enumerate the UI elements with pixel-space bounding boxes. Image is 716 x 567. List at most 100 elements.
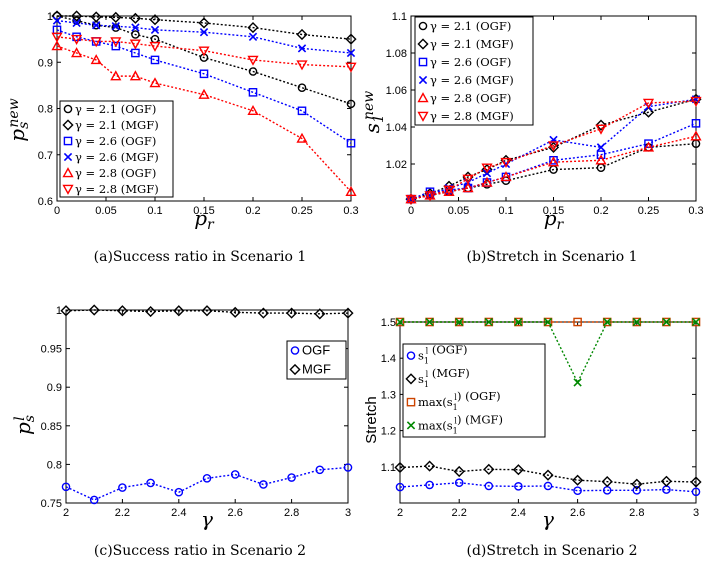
y-tick-label: 1.5 <box>381 317 396 329</box>
series-3 <box>395 317 701 387</box>
chart-panel-a: 0 0.05 0.1 0.15 0.2 0.25 0.3 0.6 0.7 0.8 0.9 1 γ = 2… <box>5 10 359 265</box>
data-point <box>296 28 308 41</box>
data-point <box>230 470 240 479</box>
data-point <box>118 483 127 492</box>
series-5 <box>405 96 702 205</box>
data-point <box>642 98 655 109</box>
legend-label: γ = 2.1 (MGF) <box>75 118 159 132</box>
data-point <box>88 304 100 316</box>
series-line <box>399 465 697 485</box>
data-point <box>405 194 417 205</box>
data-point <box>111 23 121 32</box>
series-line <box>65 466 349 501</box>
y-tick-label: 1.02 <box>386 159 407 171</box>
data-point <box>514 482 523 491</box>
legend-marker <box>289 363 301 376</box>
data-point <box>110 70 122 81</box>
legend-label: γ = 2.8 (MGF) <box>430 109 514 123</box>
series-line <box>410 100 697 200</box>
data-point <box>198 88 210 99</box>
data-point <box>484 481 494 491</box>
legend-marker <box>417 38 429 50</box>
data-point <box>660 475 672 487</box>
series-line <box>410 122 697 200</box>
data-point <box>573 378 582 387</box>
data-point <box>198 17 210 29</box>
chart-panel-c: 2 2.2 2.4 2.6 2.8 3 0.75 0.8 0.85 0.9 0.95 1 OGF MGF p… <box>11 304 354 559</box>
data-point <box>500 157 512 168</box>
data-point <box>201 305 213 317</box>
x-tick-label: 2.4 <box>511 507 526 519</box>
legend-label: max(s1l) (MGF) <box>418 412 503 435</box>
data-point <box>345 33 357 45</box>
data-point <box>462 182 474 193</box>
y-tick-label: 0.75 <box>41 498 62 510</box>
data-point <box>150 55 160 65</box>
figure-caption: (b)Stretch in Scenario 1 <box>467 249 638 265</box>
series-4 <box>51 40 357 196</box>
x-tick-label: 0 <box>54 205 60 217</box>
legend-marker <box>418 75 428 85</box>
data-point <box>145 305 157 318</box>
data-point <box>61 482 71 492</box>
data-point <box>345 185 357 196</box>
data-point <box>484 317 493 327</box>
x-axis-label: pr <box>544 206 565 233</box>
data-point <box>481 176 493 187</box>
legend-marker <box>63 136 73 146</box>
data-point <box>92 21 101 30</box>
y-tick-label: 1 <box>47 11 53 23</box>
legend-marker <box>418 21 428 31</box>
legend-label: MGF <box>302 362 331 377</box>
x-tick-label: 2.2 <box>115 507 130 519</box>
legend-marker <box>290 346 300 355</box>
y-tick-label: 1.3 <box>381 389 396 401</box>
data-point <box>287 473 296 482</box>
data-point <box>395 482 405 492</box>
x-tick-label: 2.6 <box>228 507 243 519</box>
x-tick-label: 0.05 <box>95 205 116 217</box>
series-line <box>399 482 697 493</box>
data-point <box>129 39 141 50</box>
data-point <box>202 473 212 483</box>
data-point <box>111 22 120 31</box>
series-line <box>56 29 352 144</box>
data-point <box>395 317 405 327</box>
data-point <box>229 306 241 318</box>
legend-marker <box>417 92 429 103</box>
x-tick-label: 0.25 <box>291 205 312 217</box>
y-tick-label: 0.8 <box>47 459 62 471</box>
x-tick-label: 0.2 <box>245 205 260 217</box>
y-axis-label: psl <box>11 415 38 435</box>
legend-label: γ = 2.1 (MGF) <box>430 37 514 51</box>
y-tick-label: 0.9 <box>47 382 62 394</box>
data-point <box>547 141 560 152</box>
series-1 <box>60 304 354 320</box>
data-point <box>248 88 258 97</box>
data-point <box>514 317 523 327</box>
x-tick-label: 0.15 <box>193 205 214 217</box>
data-point <box>296 60 308 71</box>
legend-label: γ = 2.8 (MGF) <box>75 182 159 196</box>
data-point <box>595 154 607 165</box>
data-point <box>602 317 612 327</box>
data-point <box>547 156 560 167</box>
data-point <box>297 106 307 116</box>
data-point <box>483 463 495 475</box>
y-tick-label: 1.4 <box>381 353 396 365</box>
series-3 <box>52 16 356 58</box>
x-tick-label: 2 <box>63 507 69 519</box>
data-point <box>345 62 357 73</box>
data-point <box>481 163 493 174</box>
data-point <box>71 10 83 22</box>
data-point <box>248 32 258 41</box>
x-axis-label: γ <box>201 507 213 531</box>
chart-panel-b: 0 0.05 0.1 0.15 0.2 0.25 0.3 1.02 1.04 1.06 1.08 1.… <box>360 11 704 265</box>
data-point <box>131 23 140 32</box>
legend-marker <box>63 104 73 114</box>
data-point <box>424 460 436 472</box>
data-point <box>247 55 259 66</box>
data-point <box>543 317 553 327</box>
x-tick-label: 0.15 <box>543 205 564 217</box>
data-point <box>51 40 63 51</box>
